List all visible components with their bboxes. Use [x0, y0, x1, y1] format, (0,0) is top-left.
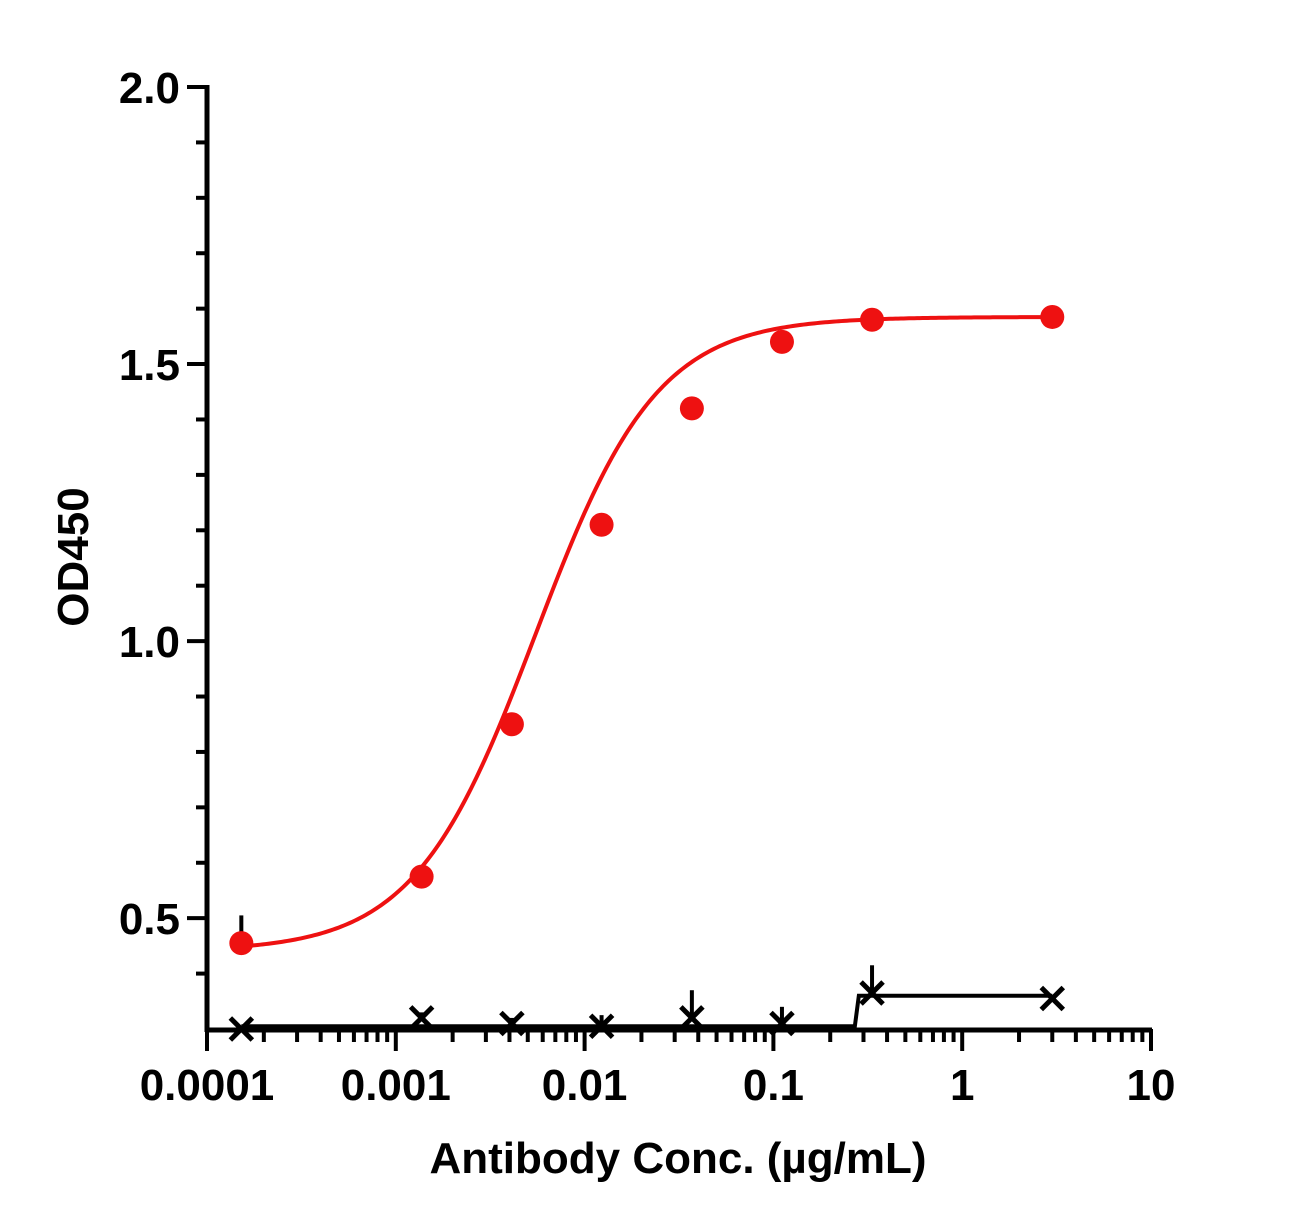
series-2-fit-line — [241, 993, 1053, 1029]
y-tick-label: 1.0 — [119, 618, 180, 667]
series-2-point-stroke — [408, 1005, 435, 1031]
y-tick-label: 0.5 — [119, 895, 180, 944]
series-2-point — [679, 1005, 705, 1031]
series-2-point — [1039, 985, 1066, 1012]
y-tick-label: 2.0 — [119, 64, 180, 113]
series-1-point — [409, 864, 434, 889]
series-1-point — [589, 512, 614, 537]
series-2-point — [588, 1013, 615, 1039]
series-1-point — [769, 329, 794, 354]
y-axis-ticks: 0.5 1.0 1.5 2.0 — [119, 64, 207, 976]
x-tick-label: 0.1 — [743, 1061, 804, 1110]
x-axis-ticks: 0.0001 0.001 0.01 0.1 1 10 — [140, 1029, 1176, 1110]
x-tick-label: 0.0001 — [140, 1061, 275, 1110]
series-1-point — [1040, 304, 1065, 329]
x-tick-label: 0.01 — [542, 1061, 628, 1110]
x-tick-label: 1 — [950, 1061, 974, 1110]
series-1-point — [229, 931, 254, 956]
series-2-point-stroke — [679, 1005, 705, 1031]
series-1-point — [499, 712, 524, 737]
x-tick-label: 0.001 — [341, 1061, 451, 1110]
y-tick-label: 1.5 — [119, 341, 180, 390]
series-2-point — [859, 980, 885, 1006]
series-2-point — [408, 1005, 435, 1031]
series-2-point-stroke — [859, 980, 885, 1006]
series-1-point — [679, 396, 704, 421]
series-2-point-stroke — [1039, 985, 1066, 1012]
axes: 0.0001 0.001 0.01 0.1 1 10 0.5 1.0 1.5 2.0 — [119, 64, 1176, 1110]
x-axis-title: Antibody Conc. (µg/mL) — [429, 1134, 926, 1183]
series-1-fit-curve — [241, 315, 1053, 949]
plot-marks — [228, 304, 1066, 1042]
x-tick-label: 10 — [1127, 1061, 1176, 1110]
series-1-point — [860, 307, 885, 332]
series-2-point-stroke — [588, 1013, 615, 1039]
y-axis-title: OD450 — [49, 487, 98, 626]
